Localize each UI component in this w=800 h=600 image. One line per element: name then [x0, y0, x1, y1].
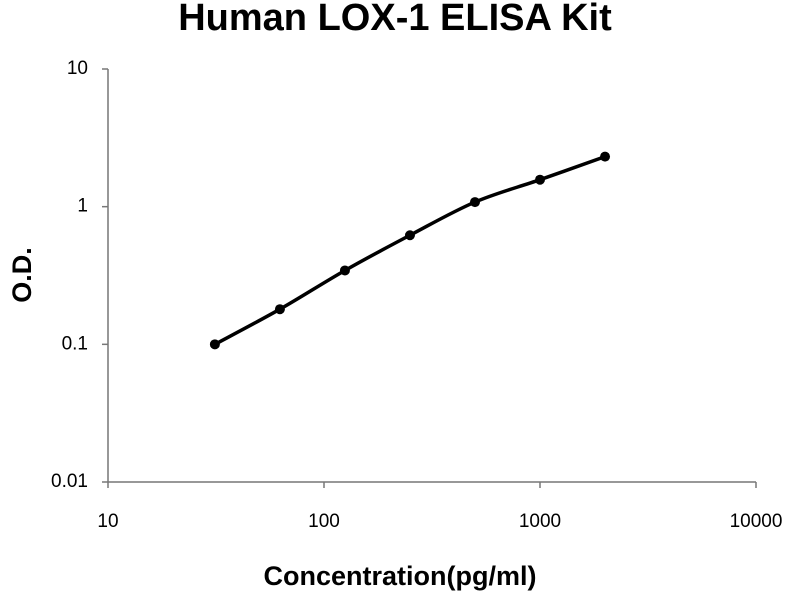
y-tick-label: 0.1 [62, 333, 88, 354]
y-axis-label: O.D. [7, 247, 37, 303]
data-point [535, 174, 545, 185]
y-tick-label: 0.01 [51, 471, 88, 492]
data-point [469, 197, 480, 208]
data-point [209, 339, 220, 350]
y-tick-label: 1 [77, 196, 88, 217]
x-tick-label: 10000 [730, 511, 783, 532]
y-tick-label: 10 [67, 58, 88, 79]
data-point [404, 230, 415, 241]
x-tick-label: 100 [308, 511, 340, 532]
x-axis-label: Concentration(pg/ml) [264, 561, 537, 591]
x-tick-label: 10 [97, 511, 118, 532]
data-point [339, 265, 350, 276]
data-point [600, 151, 611, 162]
x-tick-label: 1000 [519, 511, 561, 532]
data-point [274, 304, 285, 315]
data-line [214, 154, 606, 346]
chart-title: Human LOX-1 ELISA Kit [178, 0, 612, 39]
